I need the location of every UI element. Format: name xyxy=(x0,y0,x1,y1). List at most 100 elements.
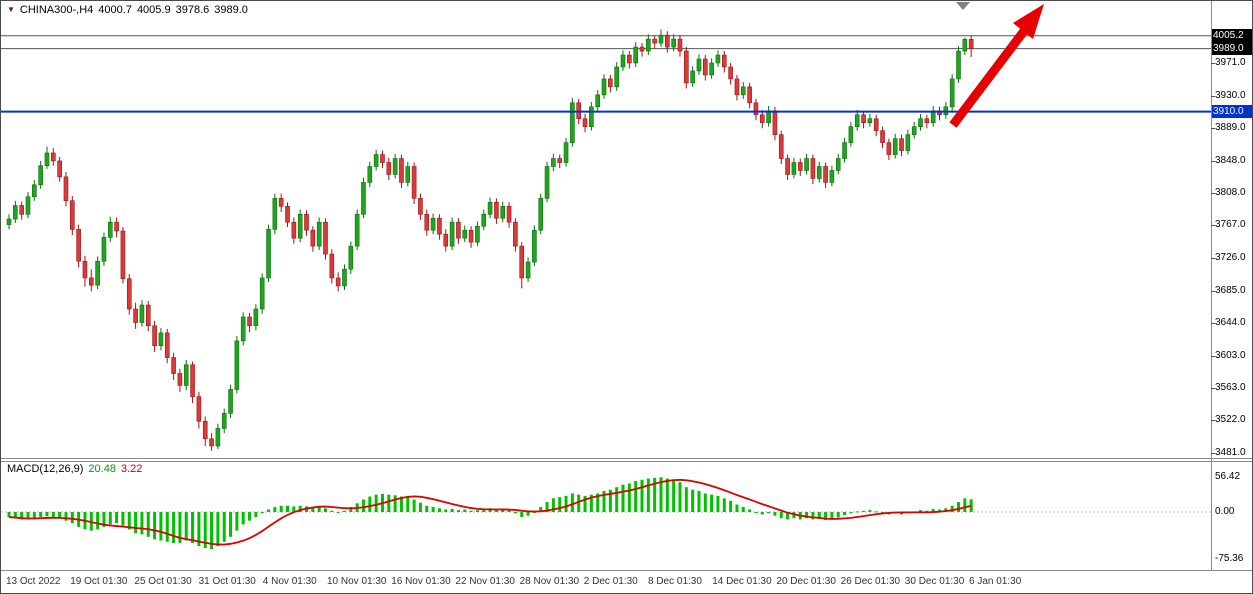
macd-histogram-bar xyxy=(387,494,391,512)
candle xyxy=(519,242,525,289)
price-tick-mark xyxy=(1211,323,1215,325)
candle xyxy=(107,216,113,243)
candle xyxy=(721,51,727,73)
macd-histogram-bar xyxy=(931,508,935,512)
macd-histogram-bar xyxy=(368,496,372,512)
macd-histogram-bar xyxy=(760,512,764,515)
candle xyxy=(690,66,695,87)
macd-histogram-bar xyxy=(20,512,24,520)
candle xyxy=(506,202,512,228)
macd-histogram-bar xyxy=(26,512,30,520)
macd-axis-label: -75.36 xyxy=(1215,552,1244,564)
candle xyxy=(25,191,31,219)
candle xyxy=(968,35,974,57)
price-tick-mark xyxy=(1211,225,1215,227)
candle xyxy=(101,232,107,267)
macd-panel-area[interactable] xyxy=(1,462,1211,570)
price-tick-label: 3848.0 xyxy=(1215,154,1246,166)
chart-shift-icon[interactable] xyxy=(956,2,970,10)
time-axis-label: 30 Dec 01:30 xyxy=(904,576,965,587)
macd-histogram-bar xyxy=(475,510,479,512)
candle xyxy=(696,54,702,75)
macd-histogram-bar xyxy=(393,495,397,512)
price-tick-label: 3930.0 xyxy=(1215,89,1246,101)
macd-histogram-bar xyxy=(558,497,562,512)
candle xyxy=(291,217,297,244)
panel-separator xyxy=(1,461,1252,462)
candle xyxy=(386,157,392,181)
macd-histogram-bar xyxy=(102,512,106,527)
macd-histogram-bar xyxy=(564,495,568,512)
candle xyxy=(614,62,619,91)
price-tick-mark xyxy=(1211,160,1215,162)
macd-histogram-bar xyxy=(691,489,695,512)
bid-price-badge: 3989.0 xyxy=(1212,41,1252,55)
macd-histogram-bar xyxy=(532,512,536,513)
price-tick-mark xyxy=(1211,192,1215,194)
candle xyxy=(424,209,430,236)
candle xyxy=(608,74,613,93)
macd-histogram-bar xyxy=(855,511,859,513)
candle xyxy=(665,31,670,53)
time-axis-label: 8 Dec 01:30 xyxy=(648,576,702,587)
macd-histogram-bar xyxy=(146,512,150,537)
macd-histogram-bar xyxy=(469,510,473,512)
macd-histogram-bar xyxy=(659,477,663,512)
time-axis-label: 20 Dec 01:30 xyxy=(776,576,836,587)
macd-histogram-bar xyxy=(431,507,435,512)
ohlc-open: 4000.7 xyxy=(98,4,132,16)
candle xyxy=(595,90,600,111)
candle xyxy=(532,225,537,267)
candle xyxy=(646,34,651,56)
macd-histogram-bar xyxy=(260,512,264,514)
macd-histogram-bar xyxy=(32,512,36,519)
time-axis-label: 19 Oct 01:30 xyxy=(70,576,128,587)
macd-histogram-bar xyxy=(108,512,112,525)
macd-histogram-bar xyxy=(7,512,11,517)
candle xyxy=(816,161,822,183)
macd-histogram-bar xyxy=(697,490,701,512)
time-axis-label: 26 Dec 01:30 xyxy=(840,576,901,587)
macd-info-bar: MACD(12,26,9) 20.48 3.22 xyxy=(7,463,147,475)
price-tick-mark xyxy=(1211,258,1215,260)
candle xyxy=(259,273,265,314)
price-tick-label: 3767.0 xyxy=(1215,219,1246,231)
macd-histogram-bar xyxy=(773,512,777,516)
candle xyxy=(373,149,379,171)
macd-histogram-bar xyxy=(513,512,517,514)
candle xyxy=(354,209,360,251)
macd-histogram-bar xyxy=(241,512,245,525)
time-axis-label: 22 Nov 01:30 xyxy=(455,576,515,587)
candle xyxy=(734,74,740,101)
candle xyxy=(88,269,94,292)
macd-histogram-bar xyxy=(874,511,878,513)
price-tick-mark xyxy=(1211,355,1215,357)
price-tick-label: 3644.0 xyxy=(1215,317,1246,329)
macd-histogram-bar xyxy=(267,509,271,512)
candle xyxy=(481,209,487,231)
trend-arrow[interactable] xyxy=(949,4,1044,128)
candle xyxy=(468,226,474,248)
main-chart-area[interactable] xyxy=(1,1,1211,458)
macd-histogram-bar xyxy=(621,484,625,512)
candle xyxy=(823,162,828,188)
macd-histogram-bar xyxy=(39,512,43,517)
candle xyxy=(627,51,632,69)
macd-histogram-bar xyxy=(178,512,182,543)
macd-histogram-bar xyxy=(361,499,365,512)
macd-histogram-bar xyxy=(836,512,840,518)
price-tick-label: 3481.0 xyxy=(1215,447,1246,459)
macd-histogram-bar xyxy=(311,507,315,512)
macd-histogram-bar xyxy=(969,499,973,512)
candle xyxy=(797,158,803,177)
candle xyxy=(418,193,423,220)
macd-histogram-bar xyxy=(811,512,815,520)
macd-signal-value: 3.22 xyxy=(120,463,143,475)
macd-histogram-bar xyxy=(665,478,669,512)
candle xyxy=(684,47,689,89)
time-axis-label: 4 Nov 01:30 xyxy=(262,576,317,587)
macd-histogram-bar xyxy=(153,512,157,540)
candle xyxy=(867,113,873,127)
macd-histogram-bar xyxy=(70,512,74,524)
